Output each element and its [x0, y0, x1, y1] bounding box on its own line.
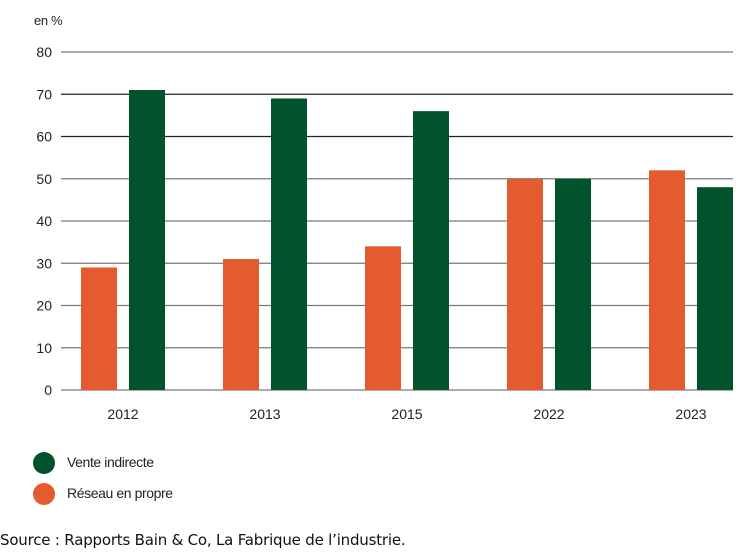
bar-vente-indirecte-2013 [271, 98, 307, 390]
y-tick-label: 30 [36, 255, 52, 271]
bar-vente-indirecte-2022 [555, 178, 591, 390]
bar-reseau-en-propre-2023 [649, 170, 685, 390]
bar-reseau-en-propre-2012 [81, 267, 117, 390]
source-note: Source : Rapports Bain & Co, La Fabrique… [0, 531, 406, 549]
x-tick-label: 2023 [675, 406, 706, 422]
bar-reseau-en-propre-2015 [365, 246, 401, 390]
bar-reseau-en-propre-2022 [507, 178, 543, 390]
y-tick-label: 10 [36, 340, 52, 356]
y-tick-label: 80 [36, 44, 52, 60]
legend-label-vente-indirecte: Vente indirecte [67, 454, 154, 470]
legend-swatch-vente-indirecte [33, 452, 55, 474]
legend-swatch-reseau-en-propre [33, 483, 55, 505]
y-axis-unit-label: en % [34, 13, 63, 28]
y-tick-label: 50 [36, 171, 52, 187]
y-tick-label: 20 [36, 298, 52, 314]
bar-vente-indirecte-2012 [129, 90, 165, 391]
legend-label-reseau-en-propre: Réseau en propre [67, 485, 173, 501]
bar-chart: 0 10 20 30 40 50 60 70 80 2012 2013 2015 2022 2023 [36, 44, 733, 422]
bar-reseau-en-propre-2013 [223, 259, 259, 390]
y-tick-label: 0 [44, 382, 52, 398]
y-tick-label: 40 [36, 213, 52, 229]
x-tick-label: 2012 [107, 406, 138, 422]
y-tick-label: 70 [36, 86, 52, 102]
bar-vente-indirecte-2015 [413, 111, 449, 391]
x-tick-label: 2015 [391, 406, 422, 422]
bar-vente-indirecte-2023 [697, 187, 733, 390]
x-tick-label: 2022 [533, 406, 564, 422]
x-tick-label: 2013 [249, 406, 280, 422]
y-tick-label: 60 [36, 129, 52, 145]
